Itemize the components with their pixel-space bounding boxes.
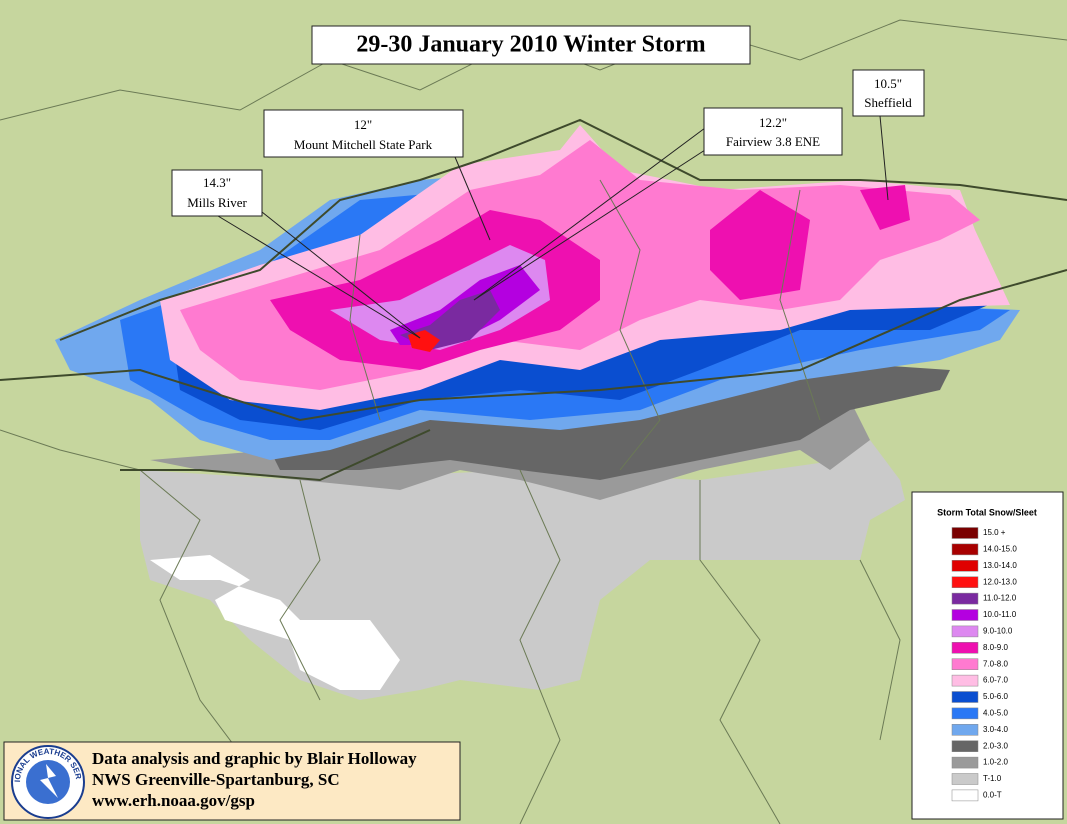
annotation-amount: 12" bbox=[354, 117, 372, 132]
leader-line bbox=[261, 211, 421, 339]
credit-line: NWS Greenville-Spartanburg, SC bbox=[92, 770, 340, 789]
legend-label: 15.0 + bbox=[983, 528, 1006, 537]
annotation-amount: 12.2" bbox=[759, 115, 787, 130]
annotation-box bbox=[171, 169, 263, 217]
annotation-amount: 14.3" bbox=[203, 175, 231, 190]
leader-line bbox=[217, 215, 421, 339]
nws-logo-bolt bbox=[40, 764, 58, 798]
state-line bbox=[120, 429, 431, 482]
legend-label: 1.0-2.0 bbox=[983, 758, 1008, 767]
legend-box bbox=[911, 491, 1064, 820]
state-line bbox=[0, 269, 1067, 422]
legend-swatch bbox=[951, 592, 979, 605]
annotation-box bbox=[263, 109, 464, 158]
leaders-group bbox=[217, 115, 889, 339]
legend-swatch bbox=[951, 625, 979, 638]
county-line bbox=[349, 234, 381, 421]
legend-label: 6.0-7.0 bbox=[983, 676, 1008, 685]
county-line bbox=[699, 480, 781, 824]
legend-swatch bbox=[951, 674, 979, 687]
legend-swatch bbox=[951, 773, 979, 785]
leader-line bbox=[454, 156, 491, 241]
credit-line: Data analysis and graphic by Blair Hollo… bbox=[92, 749, 417, 768]
legend-swatch bbox=[951, 527, 979, 539]
county-line bbox=[599, 179, 661, 471]
legend-label: 4.0-5.0 bbox=[983, 709, 1008, 718]
legend-label: T-1.0 bbox=[983, 774, 1002, 783]
legend-swatch bbox=[951, 691, 979, 703]
legend-label: 2.0-3.0 bbox=[983, 741, 1008, 750]
annotation-box bbox=[852, 69, 925, 117]
map-title: 29-30 January 2010 Winter Storm bbox=[356, 32, 705, 58]
legend-swatch bbox=[951, 789, 979, 802]
annotation-box bbox=[703, 107, 843, 156]
snowfall-area bbox=[150, 555, 400, 690]
legend-label: 8.0-9.0 bbox=[983, 643, 1008, 652]
legend-swatch bbox=[951, 756, 979, 769]
legend-swatch bbox=[951, 560, 979, 572]
legend-swatch bbox=[951, 740, 979, 752]
legend-swatch bbox=[951, 658, 979, 670]
legend-label: 0.0-T bbox=[983, 791, 1002, 800]
snowfall-area bbox=[860, 185, 910, 230]
annotation-place: Mount Mitchell State Park bbox=[294, 137, 433, 152]
legend-swatch bbox=[951, 724, 979, 736]
leader-line bbox=[473, 149, 706, 301]
annotation-place: Sheffield bbox=[864, 95, 912, 110]
annotation-place: Fairview 3.8 ENE bbox=[726, 134, 820, 149]
annotation-place: Mills River bbox=[187, 195, 247, 210]
legend-swatch bbox=[951, 543, 979, 556]
legend-swatch bbox=[951, 707, 979, 720]
state-line bbox=[59, 118, 1067, 341]
credit-line: www.erh.noaa.gov/gsp bbox=[92, 791, 255, 810]
legend-swatch bbox=[951, 576, 979, 588]
title-box bbox=[311, 25, 751, 65]
legend-label: 5.0-6.0 bbox=[983, 692, 1008, 701]
leader-line bbox=[879, 115, 889, 201]
county-line bbox=[779, 189, 821, 421]
county-line bbox=[279, 479, 321, 701]
legend-label: 14.0-15.0 bbox=[983, 545, 1017, 554]
annotation-amount: 10.5" bbox=[874, 76, 902, 91]
legend-label: 9.0-10.0 bbox=[983, 627, 1013, 636]
legend-label: 12.0-13.0 bbox=[983, 577, 1017, 586]
legend-swatch bbox=[951, 642, 979, 654]
legend-title: Storm Total Snow/Sleet bbox=[937, 507, 1037, 517]
legend-label: 3.0-4.0 bbox=[983, 725, 1008, 734]
county-line bbox=[519, 469, 561, 824]
legend-label: 7.0-8.0 bbox=[983, 659, 1008, 668]
legend-label: 10.0-11.0 bbox=[983, 610, 1017, 619]
county-line bbox=[0, 429, 261, 781]
legend-label: 13.0-14.0 bbox=[983, 561, 1017, 570]
county-line bbox=[859, 559, 901, 741]
legend-swatch bbox=[951, 609, 979, 621]
legend-label: 11.0-12.0 bbox=[983, 594, 1017, 603]
leader-line bbox=[473, 127, 706, 301]
snowfall-area bbox=[330, 245, 550, 350]
legend-group: 15.0 + 14.0-15.0 13.0-14.0 12.0-13.0 11.0-12… bbox=[951, 527, 1017, 802]
